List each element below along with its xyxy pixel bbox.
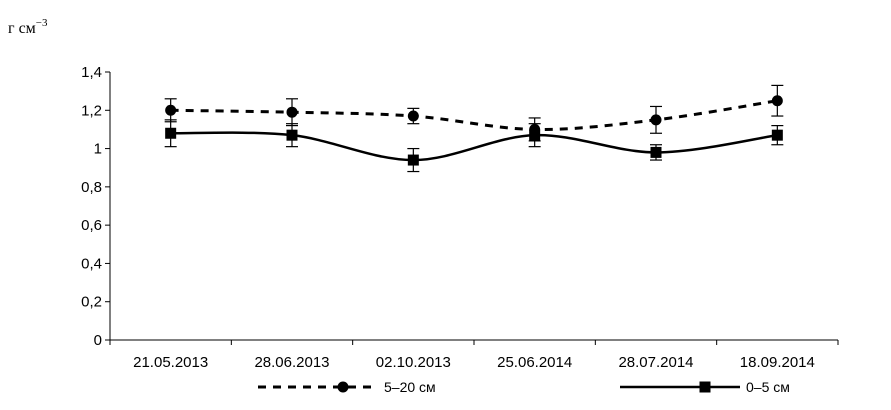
data-point <box>650 114 662 126</box>
data-point <box>407 110 419 122</box>
series-layer <box>164 84 784 173</box>
y-unit-label: г см−3 <box>8 17 48 37</box>
y-tick-label: 0,6 <box>81 217 102 234</box>
series-1 <box>164 84 784 142</box>
y-tick-label: 0,4 <box>81 255 102 272</box>
y-unit-text: г см <box>8 20 36 37</box>
series-line <box>170 131 778 162</box>
y-tick-label: 0 <box>94 332 102 349</box>
data-point <box>407 154 419 166</box>
data-point <box>165 127 177 139</box>
legend-label: 5–20 см <box>384 379 436 395</box>
axes: 0 0,2 0,4 0,6 0,8 1 1,2 1,4 21.05.2013 28.06.2013… <box>81 64 839 371</box>
data-point <box>286 129 298 141</box>
x-tick-label: 21.05.2013 <box>133 354 208 371</box>
data-point <box>650 146 662 158</box>
series-line <box>170 99 778 131</box>
legend-item-2: 0–5 см <box>620 379 790 395</box>
legend-swatch-marker <box>699 381 711 393</box>
x-tick-label: 02.10.2013 <box>376 354 451 371</box>
y-tick-label: 1,4 <box>81 64 102 81</box>
x-tick-label: 28.06.2013 <box>254 354 329 371</box>
y-tick-label: 1 <box>94 141 102 158</box>
data-point <box>529 129 541 141</box>
data-point <box>165 104 177 116</box>
x-tick-label: 25.06.2014 <box>497 354 572 371</box>
x-tick-label: 28.07.2014 <box>618 354 693 371</box>
legend-swatch-marker <box>337 381 349 393</box>
data-point <box>771 129 783 141</box>
y-tick-label: 1,2 <box>81 102 102 119</box>
legend: 5–20 см 0–5 см <box>258 379 790 395</box>
data-point <box>771 95 783 107</box>
legend-label: 0–5 см <box>746 379 790 395</box>
x-tick-label: 18.09.2014 <box>740 354 815 371</box>
y-unit-exponent: −3 <box>36 17 48 29</box>
series-2 <box>164 119 784 173</box>
y-tick-label: 0,8 <box>81 179 102 196</box>
y-tick-label: 0,2 <box>81 294 102 311</box>
data-point <box>286 106 298 118</box>
legend-item-1: 5–20 см <box>258 379 436 395</box>
